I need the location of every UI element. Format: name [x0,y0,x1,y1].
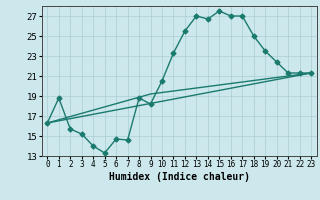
X-axis label: Humidex (Indice chaleur): Humidex (Indice chaleur) [109,172,250,182]
